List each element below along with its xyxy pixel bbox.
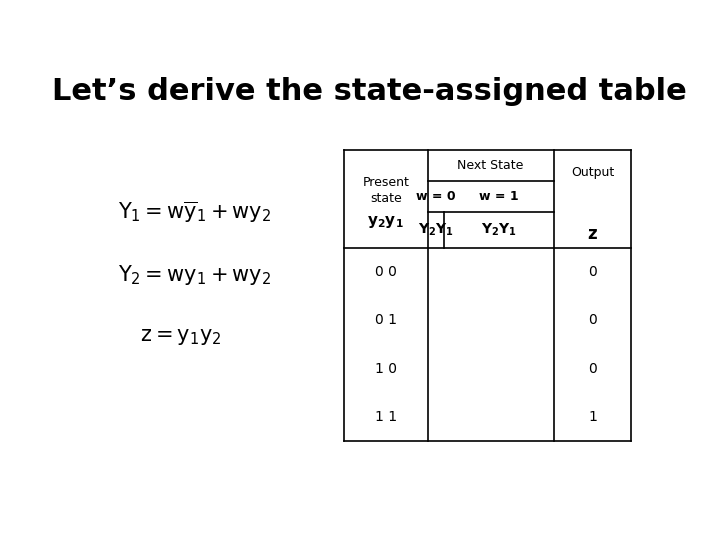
- Text: 0: 0: [588, 362, 597, 376]
- Text: 0: 0: [588, 265, 597, 279]
- Text: 0: 0: [588, 313, 597, 327]
- Text: 1: 1: [588, 410, 597, 424]
- Text: 0 1: 0 1: [374, 313, 397, 327]
- Text: Output: Output: [571, 166, 614, 179]
- Text: $\mathrm{Y_1 = w\overline{y}_1 + wy_2}$: $\mathrm{Y_1 = w\overline{y}_1 + wy_2}$: [118, 200, 271, 225]
- Text: $\mathbf{y_2 y_1}$: $\mathbf{y_2 y_1}$: [367, 214, 404, 230]
- Text: 0 0: 0 0: [375, 265, 397, 279]
- Text: $\mathbf{Y_2 Y_1}$: $\mathbf{Y_2 Y_1}$: [418, 222, 454, 238]
- Text: 1 0: 1 0: [374, 362, 397, 376]
- Text: w = 0: w = 0: [416, 190, 456, 204]
- Text: $\mathbf{Y_2 Y_1}$: $\mathbf{Y_2 Y_1}$: [481, 222, 517, 238]
- Text: state: state: [370, 192, 402, 205]
- Text: 1 1: 1 1: [374, 410, 397, 424]
- Text: w = 1: w = 1: [480, 190, 519, 204]
- Text: Let’s derive the state-assigned table: Let’s derive the state-assigned table: [52, 77, 686, 106]
- Text: $\mathbf{z}$: $\mathbf{z}$: [587, 225, 598, 243]
- Text: $\mathrm{z = y_1y_2}$: $\mathrm{z = y_1y_2}$: [140, 327, 222, 347]
- Text: $\mathrm{Y_2 = wy_1 + wy_2}$: $\mathrm{Y_2 = wy_1 + wy_2}$: [118, 263, 271, 287]
- Text: Next State: Next State: [457, 159, 524, 172]
- Text: Present: Present: [362, 176, 409, 189]
